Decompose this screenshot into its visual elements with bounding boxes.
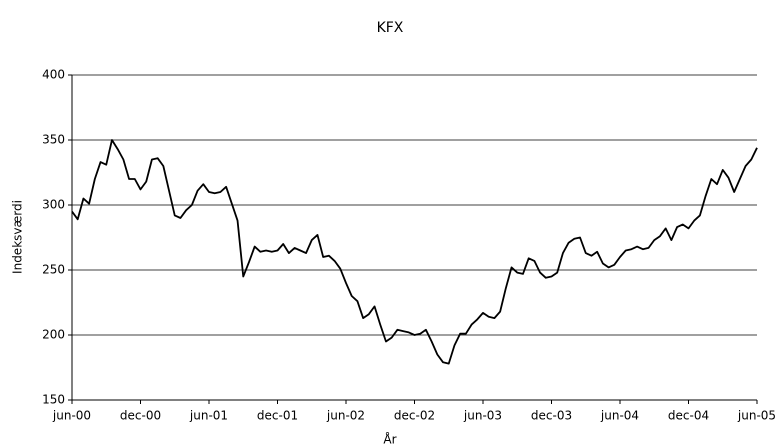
data-line xyxy=(71,139,758,365)
x-tick-label: jun-01 xyxy=(189,409,228,423)
x-tick-label: jun-04 xyxy=(600,409,639,423)
chart-title: KFX xyxy=(377,20,404,36)
y-tick-label: 200 xyxy=(42,328,65,342)
y-tick-label: 300 xyxy=(42,198,65,212)
x-tick-label: jun-02 xyxy=(326,409,365,423)
y-tick-label: 250 xyxy=(42,263,65,277)
x-tick-label: jun-03 xyxy=(463,409,502,423)
x-axis-label: År xyxy=(383,432,396,447)
y-tick-label: 150 xyxy=(42,393,65,407)
x-tick-label: jun-00 xyxy=(52,409,91,423)
x-tick-label: dec-04 xyxy=(668,409,709,423)
x-tick-label: dec-01 xyxy=(257,409,298,423)
x-tick-label: dec-00 xyxy=(120,409,161,423)
x-tick-label: dec-02 xyxy=(394,409,435,423)
y-tick-label: 350 xyxy=(42,133,65,147)
x-tick-label: dec-03 xyxy=(531,409,572,423)
x-tick-label: jun-05 xyxy=(737,409,776,423)
y-tick-label: 400 xyxy=(42,68,65,82)
y-axis-label: Indeksværdi xyxy=(11,200,25,274)
